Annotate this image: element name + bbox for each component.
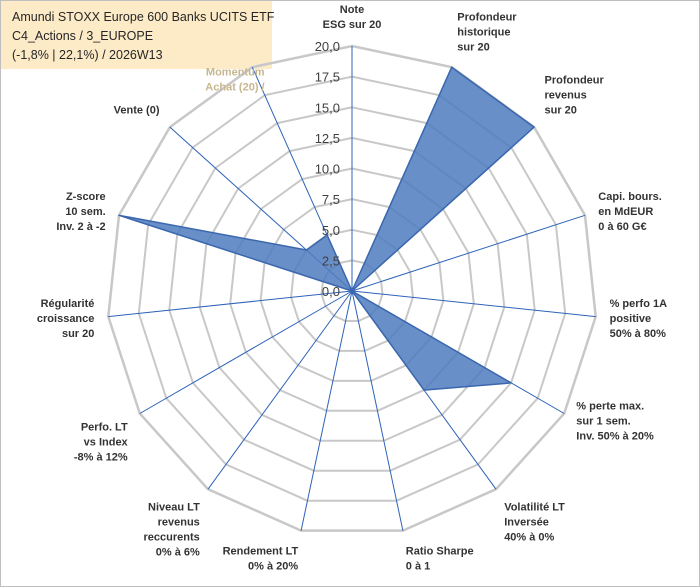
radial-tick-label: 15,0: [315, 100, 340, 115]
axis-label: Z-score 10 sem. Inv. 2 à -2: [56, 191, 105, 233]
radar-spoke: [207, 290, 353, 490]
axis-label-line: % perte max.: [576, 401, 644, 413]
axis-label-line: 50% à 80%: [610, 328, 666, 340]
axis-label: Volatilité LT Inversée 40% à 0%: [504, 502, 565, 544]
axis-label-line: reccurents: [144, 532, 200, 544]
radar-spoke: [300, 290, 353, 531]
axis-label: Rendement LT 0% à 20%: [223, 545, 299, 572]
axis-label-line: Régularité: [41, 298, 95, 310]
axis-label-line: sur 20: [457, 41, 489, 53]
radial-tick-label: 17,5: [315, 70, 340, 85]
radial-tick-label: 5,0: [322, 223, 340, 238]
radial-tick-label: 2,5: [322, 253, 340, 268]
axis-label: Régularité croissance sur 20: [37, 298, 94, 340]
gridline-ring: [198, 136, 506, 442]
axis-label-line: Z-score: [66, 191, 106, 203]
perf-summary: (-1,8% | 22,1%) / 2026W13: [12, 48, 163, 62]
axis-label-line: historique: [457, 26, 510, 38]
axis-label-line: Rendement LT: [223, 545, 299, 557]
axis-label: Ratio Sharpe 0 à 1: [406, 545, 474, 572]
axis-label-line: sur 20: [545, 105, 577, 117]
gridline-ring: [107, 44, 597, 532]
radar-spoke: [139, 290, 353, 414]
axis-label: Niveau LT revenus reccurents 0% à 6%: [144, 502, 201, 559]
axis-label-line: croissance: [37, 313, 94, 325]
axis-label-line: Inv. 50% à 20%: [576, 431, 654, 443]
axis-label-line: Volatilité LT: [504, 502, 565, 514]
axis-label-line: Momentum: [206, 67, 265, 79]
gridline-ring: [168, 106, 536, 472]
axis-labels: Note ESG sur 20 Profondeur historique sur 20…: [37, 4, 667, 572]
axis-label-line: 0 à 1: [406, 560, 430, 572]
radial-tick-label: 20,0: [315, 39, 340, 54]
axis-label-line: Profondeur: [545, 75, 605, 87]
axis-label-line: 40% à 0%: [504, 532, 554, 544]
axis-label-line: Profondeur: [457, 11, 517, 23]
axis-label-line: revenus: [545, 90, 587, 102]
radial-tick-labels: 0,0 2,5 5,0 7,5 10,0 12,5 15,0 17,5 20,0: [315, 39, 340, 299]
axis-label: Momentum Achat (20) /: [205, 67, 265, 94]
axis-label-line: revenus: [158, 517, 200, 529]
fund-name: Amundi STOXX Europe 600 Banks UCITS ETF: [12, 10, 275, 24]
axis-label: Note ESG sur 20: [323, 4, 382, 31]
axis-label-line: sur 20: [62, 328, 94, 340]
axis-label-line: Inv. 2 à -2: [56, 221, 105, 233]
axis-label-line: 0% à 6%: [156, 547, 200, 559]
radar-gridlines: [107, 44, 597, 532]
axis-label-line: ESG sur 20: [323, 19, 382, 31]
series-area: [118, 66, 535, 391]
axis-label-line: -8% à 12%: [74, 452, 128, 464]
axis-label-line: 10 sem.: [65, 206, 105, 218]
radial-tick-label: 12,5: [315, 131, 340, 146]
axis-label-line: en MdEUR: [598, 206, 653, 218]
axis-label-line: 0 à 60 G€: [598, 221, 646, 233]
radar-spoke: [351, 290, 596, 318]
radial-tick-label: 10,0: [315, 162, 340, 177]
axis-label: Profondeur historique sur 20: [457, 11, 517, 53]
axis-label-line: % perfo 1A: [610, 298, 668, 310]
gridline-ring: [137, 75, 567, 502]
chart-title-box: Amundi STOXX Europe 600 Banks UCITS ETF …: [1, 1, 275, 69]
axis-label-line: vs Index: [84, 437, 129, 449]
axis-label: % perfo 1A positive 50% à 80%: [610, 298, 668, 340]
radial-tick-label: 7,5: [322, 192, 340, 207]
fund-category: C4_Actions / 3_EUROPE: [12, 29, 154, 43]
radar-series: [118, 66, 535, 391]
axis-label: Perfo. LT vs Index -8% à 12%: [74, 422, 129, 464]
axis-label-line: Achat (20) /: [205, 82, 264, 94]
axis-label-line: Capi. bours.: [598, 191, 662, 203]
axis-label: Profondeur revenus sur 20: [545, 75, 605, 117]
axis-label-line: Inversée: [504, 517, 549, 529]
radar-spoke: [351, 214, 586, 292]
gridline-ring: [229, 167, 475, 412]
axis-label-line: Vente (0): [114, 105, 160, 117]
radar-spoke: [351, 290, 404, 531]
axis-label-line: Note: [340, 4, 364, 16]
axis-label-line: Perfo. LT: [81, 422, 128, 434]
axis-label-line: positive: [610, 313, 652, 325]
axis-label-line: sur 1 sem.: [576, 416, 630, 428]
axis-label-line: 0% à 20%: [248, 560, 298, 572]
axis-label-line: Ratio Sharpe: [406, 545, 474, 557]
axis-label: Capi. bours. en MdEUR 0 à 60 G€: [598, 191, 662, 233]
axis-label-line: Niveau LT: [148, 502, 200, 514]
radar-spoke: [108, 290, 353, 318]
radial-tick-label: 0,0: [322, 284, 340, 299]
axis-label: Vente (0): [114, 105, 160, 117]
axis-label: % perte max. sur 1 sem. Inv. 50% à 20%: [576, 401, 654, 443]
